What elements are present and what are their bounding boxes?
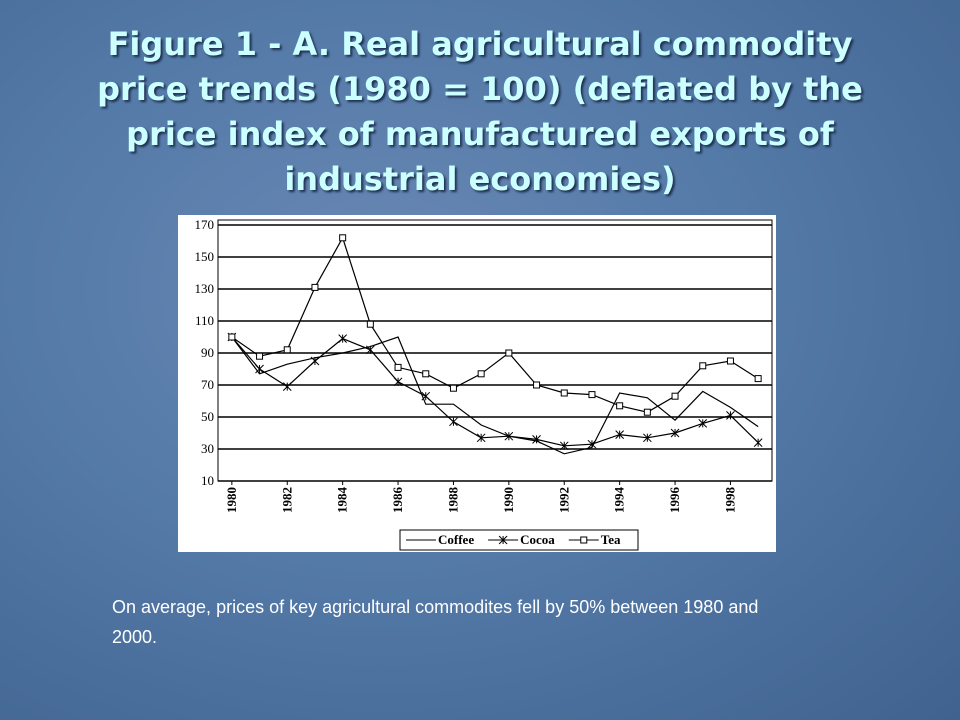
x-tick-label: 1996	[667, 487, 682, 514]
marker	[533, 381, 541, 389]
y-tick-label: 70	[201, 377, 214, 392]
marker	[339, 234, 347, 242]
marker	[670, 428, 680, 438]
marker	[476, 433, 486, 443]
marker	[560, 389, 568, 397]
marker	[504, 431, 514, 441]
marker	[643, 408, 651, 416]
y-tick-label: 150	[195, 249, 215, 264]
marker	[449, 417, 458, 427]
marker	[283, 346, 291, 354]
legend-box	[399, 529, 639, 551]
x-tick-label: 1988	[445, 487, 460, 514]
chart-background	[178, 215, 776, 552]
marker	[505, 349, 513, 357]
marker	[699, 362, 707, 370]
marker	[255, 364, 264, 374]
marker	[532, 435, 541, 444]
marker	[256, 352, 264, 360]
marker	[311, 283, 319, 291]
marker	[394, 363, 402, 371]
x-tick-label: 1992	[556, 487, 571, 513]
marker	[310, 356, 320, 366]
y-tick-label: 90	[201, 345, 214, 360]
x-tick-label: 1982	[279, 487, 294, 513]
marker	[449, 384, 457, 392]
y-tick-label: 110	[195, 313, 214, 328]
marker	[366, 320, 374, 328]
x-tick-label: 1990	[501, 487, 516, 513]
series-line	[231, 336, 759, 447]
y-tick-label: 30	[201, 441, 214, 456]
caption: On average, prices of key agricultural c…	[112, 597, 759, 647]
marker	[698, 419, 708, 428]
series-line	[231, 236, 759, 413]
plot-frame	[217, 219, 773, 482]
marker	[393, 377, 403, 387]
chart-title: Figure 1 - A. Real agricultural commodit…	[97, 25, 863, 198]
marker	[671, 392, 679, 400]
marker	[615, 430, 625, 439]
marker	[587, 439, 597, 449]
marker	[726, 411, 735, 420]
y-tick-label: 170	[195, 217, 215, 232]
marker	[753, 438, 763, 447]
marker	[616, 402, 624, 410]
marker	[477, 370, 485, 378]
x-tick-label: 1980	[224, 487, 239, 513]
marker	[588, 391, 596, 399]
legend-label: Tea	[601, 532, 621, 547]
y-tick-label: 50	[201, 409, 214, 424]
marker	[365, 345, 375, 355]
x-tick-label: 1994	[612, 487, 627, 514]
x-tick-label: 1998	[722, 487, 737, 514]
y-tick-label: 10	[201, 473, 214, 488]
marker	[338, 334, 348, 343]
marker	[421, 391, 431, 401]
marker	[726, 357, 734, 365]
marker	[282, 382, 292, 391]
legend-marker	[498, 535, 508, 545]
marker	[422, 370, 430, 378]
marker	[559, 441, 569, 451]
marker	[754, 375, 762, 383]
y-tick-label: 130	[195, 281, 215, 296]
legend-marker	[580, 536, 588, 544]
x-tick-label: 1984	[335, 487, 350, 514]
marker	[642, 433, 652, 443]
marker	[228, 333, 236, 341]
legend-label: Cocoa	[520, 532, 555, 547]
legend-label: Coffee	[438, 532, 474, 547]
x-tick-label: 1986	[390, 487, 405, 514]
